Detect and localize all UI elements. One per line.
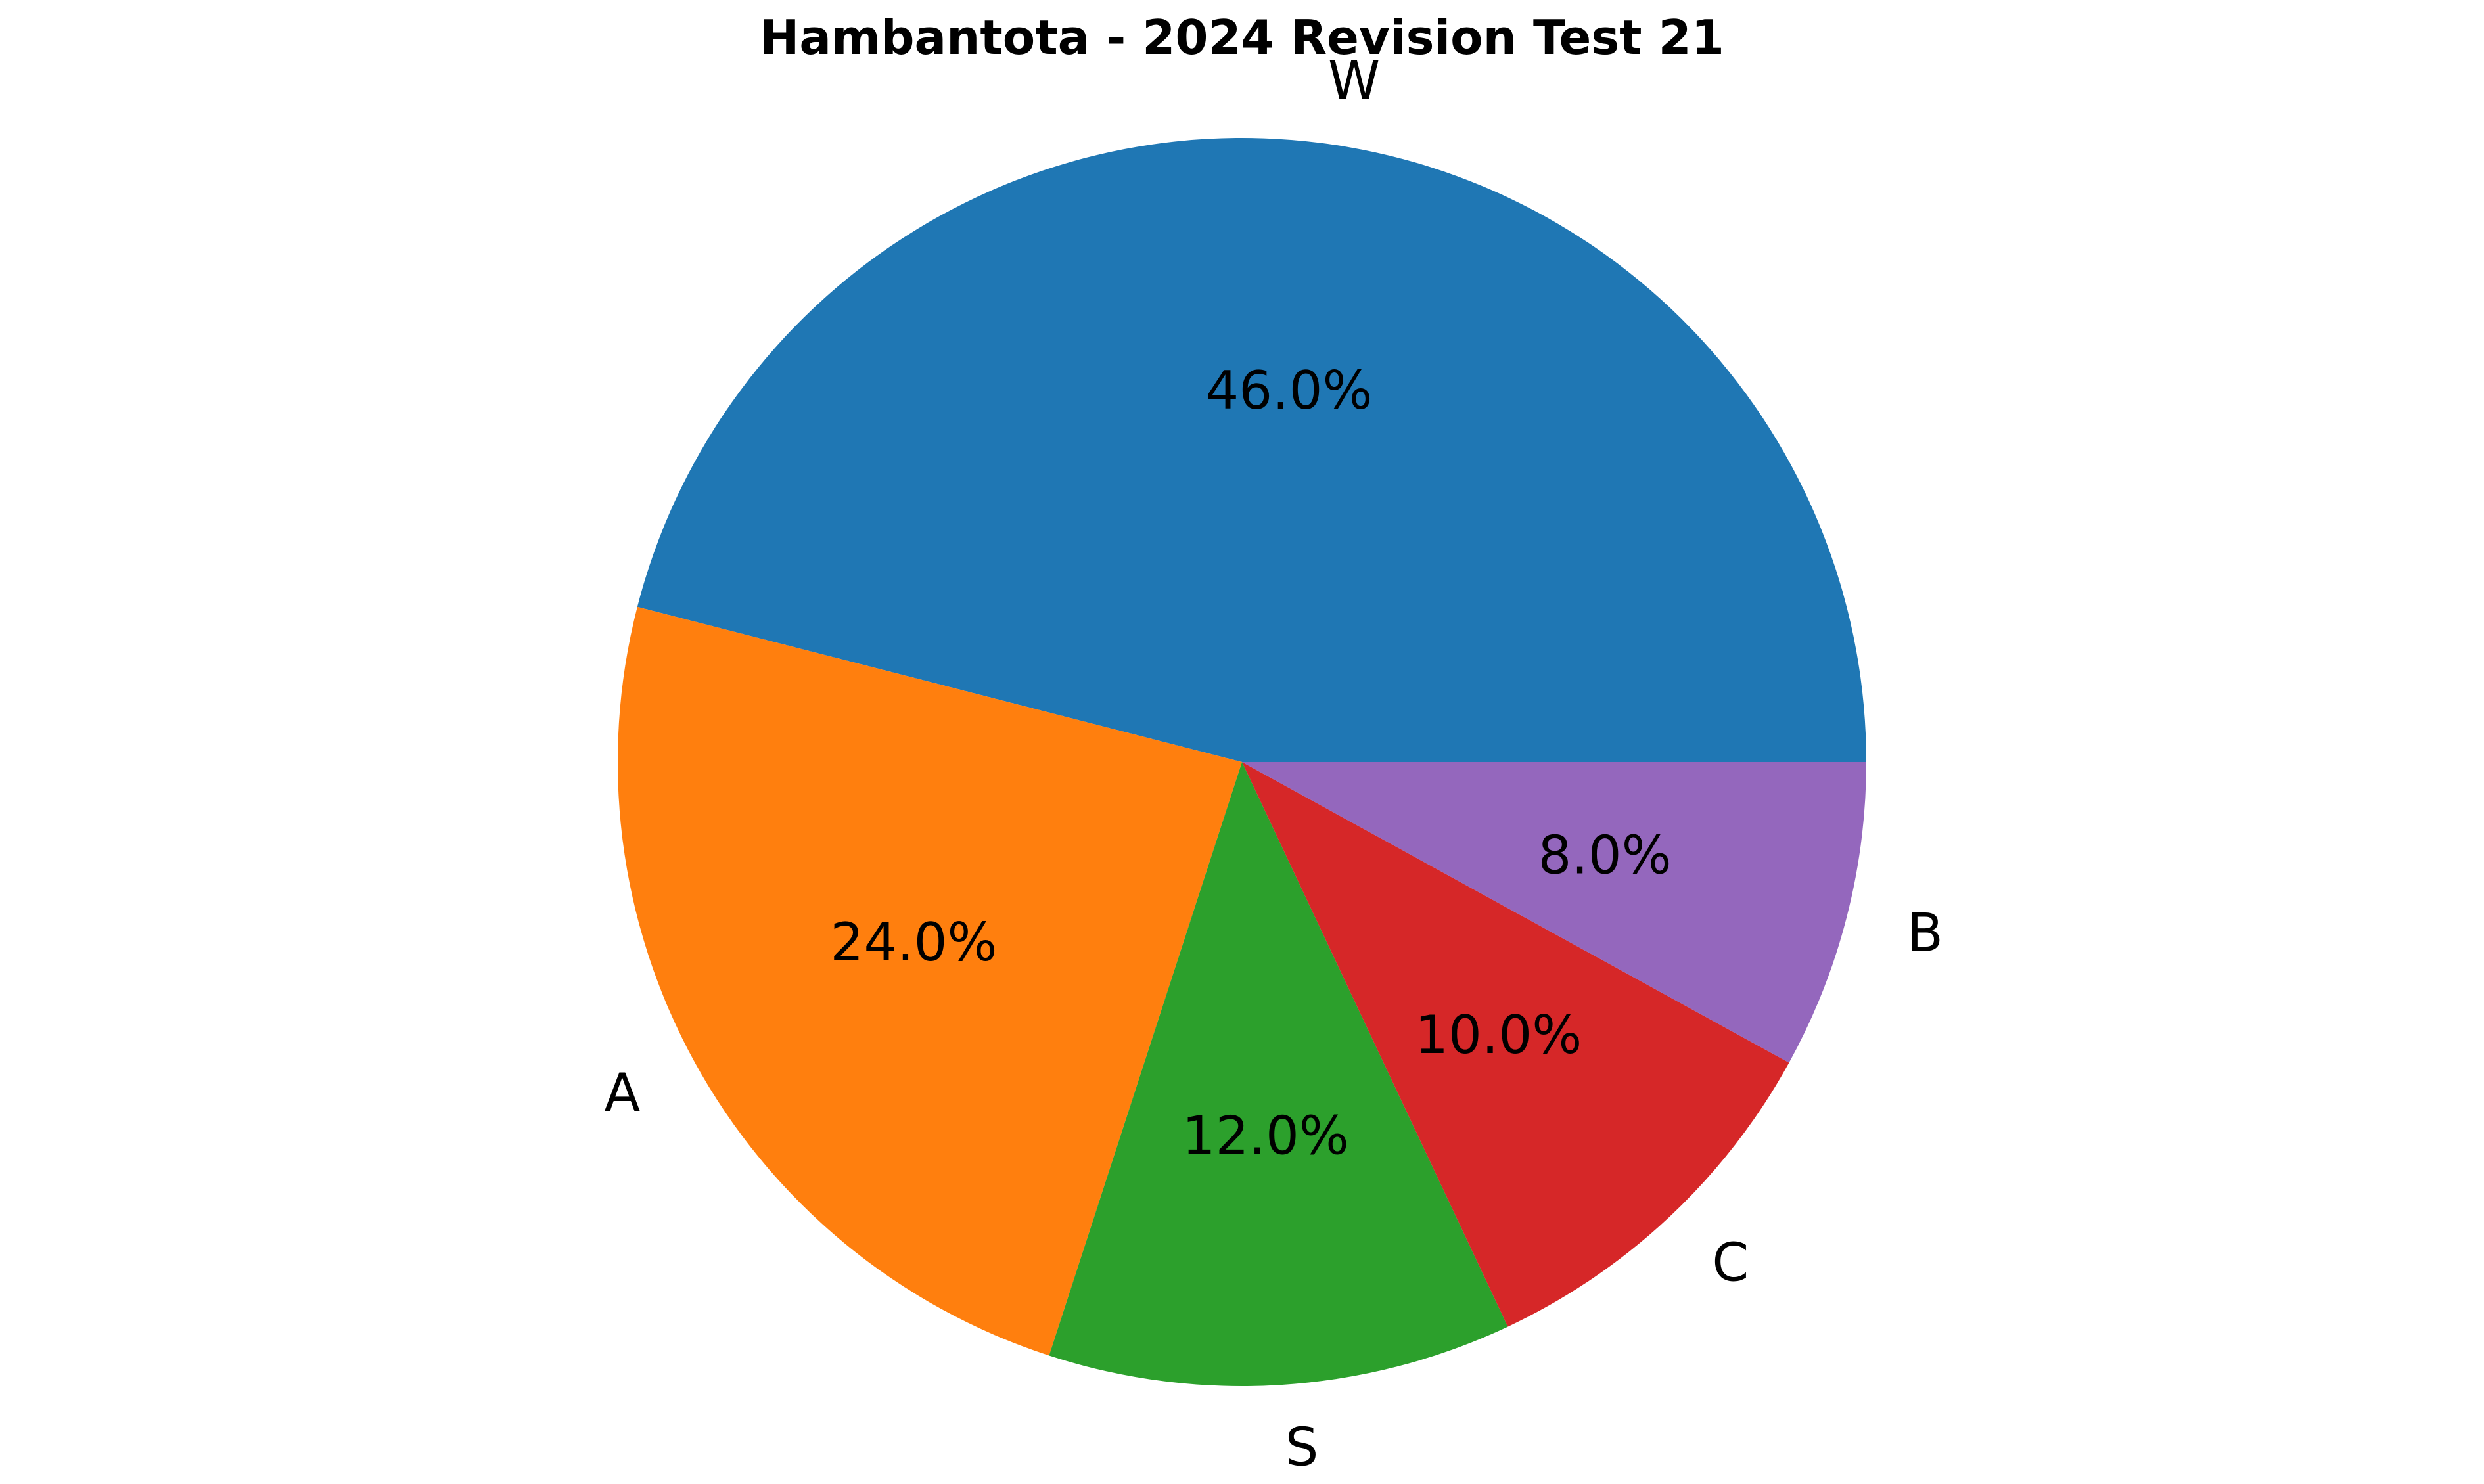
- slice-label-w: W: [1328, 51, 1380, 112]
- slice-label-s: S: [1285, 1416, 1319, 1477]
- pie-slice-s: [1049, 762, 1508, 1386]
- pie-slice-w: [637, 137, 1867, 762]
- chart-title: Hambantota - 2024 Revision Test 21: [760, 10, 1724, 65]
- slice-label-a: A: [605, 1062, 641, 1123]
- slice-label-b: B: [1907, 902, 1943, 963]
- pie-labels: W 46.0% A 24.0% S 12.0% C 10.0% B 8.0%: [605, 51, 1944, 1478]
- slice-label-c: C: [1712, 1232, 1749, 1293]
- pie-slice-a: [618, 606, 1242, 1356]
- slice-percent-w: 46.0%: [1205, 360, 1372, 421]
- slice-percent-b: 8.0%: [1538, 824, 1671, 886]
- slice-percent-a: 24.0%: [830, 912, 997, 973]
- pie-slice-c: [1242, 762, 1789, 1327]
- slice-percent-c: 10.0%: [1415, 1004, 1582, 1066]
- pie-slice-b: [1242, 762, 1866, 1063]
- pie-slices: [618, 137, 1867, 1386]
- slice-percent-s: 12.0%: [1182, 1105, 1349, 1166]
